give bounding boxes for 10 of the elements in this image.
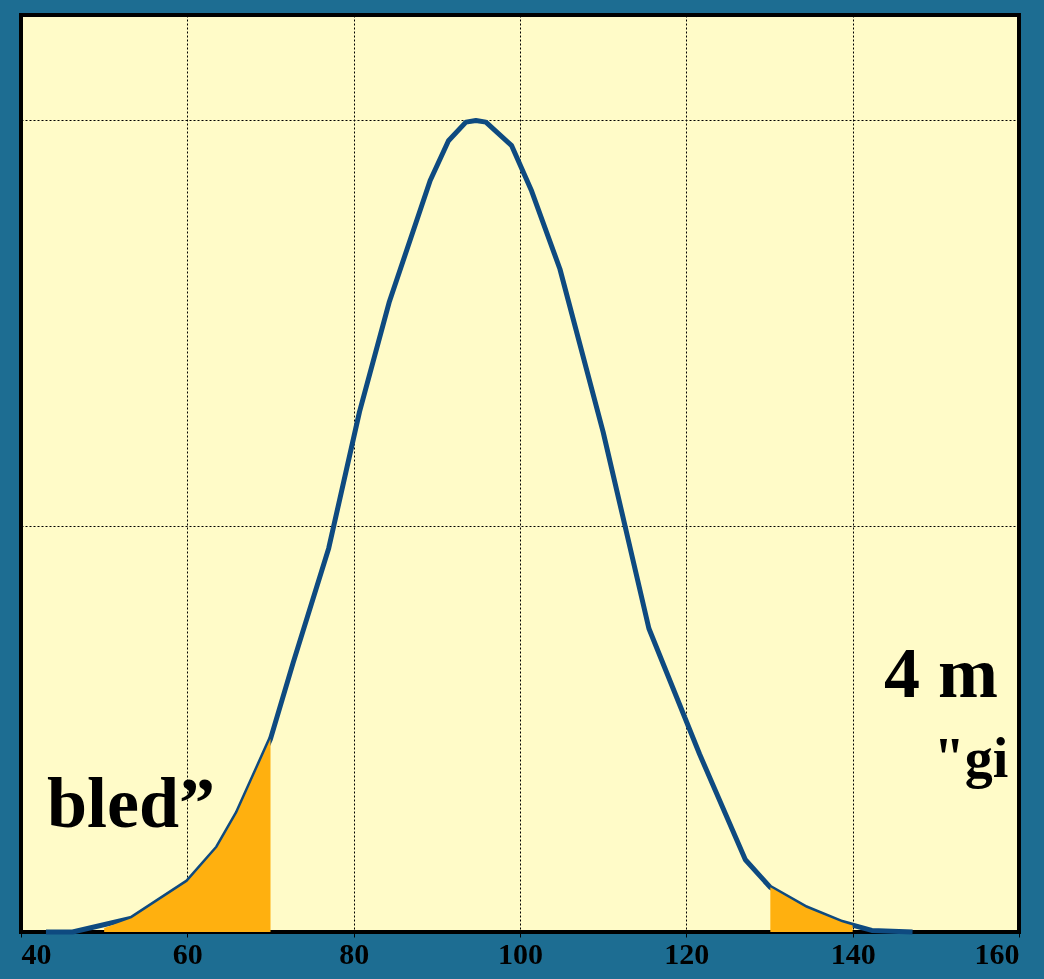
x-tick-label: 120 bbox=[664, 936, 710, 970]
x-tick-label: 60 bbox=[172, 936, 203, 970]
annotation: 4 m bbox=[884, 633, 998, 713]
annotation: bled” bbox=[46, 763, 216, 843]
x-tick-label: 140 bbox=[830, 936, 876, 970]
x-tick-label: 100 bbox=[498, 936, 543, 970]
x-tick-label: 80 bbox=[339, 936, 370, 970]
x-tick-label: 160 bbox=[974, 936, 1020, 970]
annotation: "gi bbox=[933, 727, 1009, 789]
x-tick-label: 40 bbox=[21, 936, 52, 970]
